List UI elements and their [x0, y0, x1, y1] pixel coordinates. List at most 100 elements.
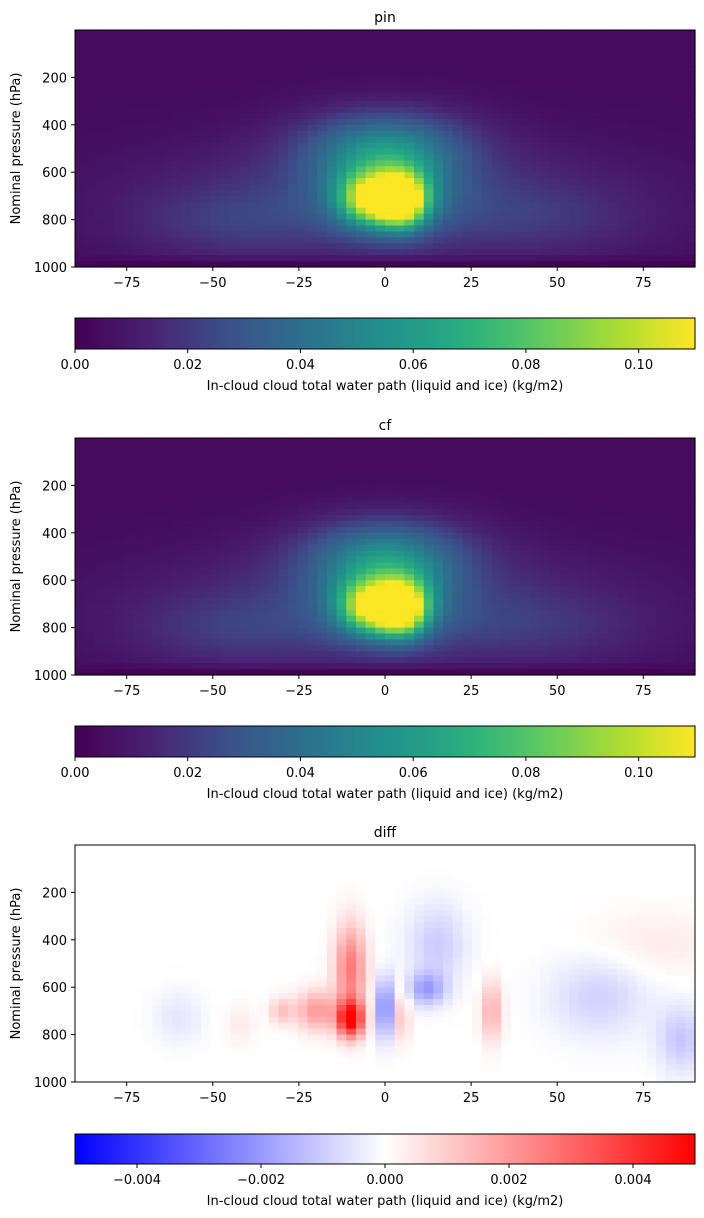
heatmap-cell	[646, 580, 657, 587]
heatmap-cell	[646, 59, 657, 67]
heatmap-cell	[540, 633, 551, 641]
heatmap-cell	[385, 479, 396, 486]
heatmap-cell	[278, 172, 289, 179]
heatmap-cell	[123, 89, 134, 96]
heatmap-cell	[569, 166, 580, 173]
heatmap-cell	[501, 53, 512, 61]
heatmap-cell	[385, 112, 396, 120]
heatmap-cell	[230, 255, 241, 262]
heatmap-cell	[307, 443, 318, 451]
heatmap-cell	[394, 89, 405, 96]
heatmap-cell	[481, 83, 493, 90]
heatmap-cell	[123, 231, 134, 238]
heatmap-cell	[94, 657, 105, 664]
heatmap-cell	[113, 71, 125, 78]
heatmap-cell	[307, 473, 318, 481]
heatmap-cell	[530, 249, 541, 256]
heatmap-cell	[636, 53, 648, 61]
heatmap-cell	[297, 509, 309, 516]
heatmap-cell	[540, 438, 551, 445]
heatmap-cell	[365, 30, 376, 37]
heatmap-cell	[617, 597, 628, 605]
heatmap-cell	[133, 107, 144, 114]
heatmap-cell	[346, 538, 357, 546]
heatmap-cell	[210, 669, 221, 676]
heatmap-cell	[414, 479, 425, 486]
heatmap-cell	[346, 586, 357, 593]
heatmap-cell	[268, 633, 280, 641]
heatmap-cell	[278, 449, 289, 457]
heatmap-cell	[569, 237, 580, 244]
heatmap-cell	[530, 497, 541, 504]
heatmap-cell	[84, 172, 95, 179]
heatmap-cell	[443, 53, 454, 61]
heatmap-cell	[578, 160, 590, 167]
heatmap-cell	[365, 166, 376, 173]
heatmap-cell	[588, 538, 599, 546]
heatmap-cell	[326, 485, 338, 492]
heatmap-cell	[278, 225, 289, 233]
heatmap-cell	[385, 166, 396, 173]
heatmap-cell	[142, 178, 154, 185]
heatmap-cell	[355, 497, 367, 504]
heatmap-cell	[297, 467, 309, 475]
heatmap-cell	[481, 201, 493, 209]
heatmap-cell	[375, 615, 386, 623]
heatmap-cell	[278, 249, 289, 256]
panel-pin: pin−75 −50 −25 0 25 50 752004006008001000Nomin…	[9, 10, 696, 394]
heatmap-cell	[346, 124, 357, 132]
heatmap-cell	[510, 160, 522, 167]
heatmap-cell	[617, 261, 628, 268]
heatmap-cell	[588, 83, 599, 90]
heatmap-cell	[249, 178, 260, 185]
heatmap-cell	[210, 627, 221, 635]
heatmap-cell	[152, 520, 163, 528]
heatmap-cell	[462, 556, 473, 564]
heatmap-cell	[665, 237, 677, 244]
heatmap-cell	[268, 538, 280, 546]
heatmap-cell	[472, 461, 483, 469]
heatmap-cell	[598, 53, 609, 61]
heatmap-cell	[162, 639, 173, 646]
heatmap-cell	[162, 509, 173, 516]
heatmap-cell	[84, 449, 95, 457]
heatmap-cell	[355, 77, 367, 84]
heatmap-cell	[75, 231, 86, 238]
heatmap-cell	[636, 627, 648, 635]
heatmap-cell	[113, 597, 125, 605]
heatmap-cell	[259, 603, 270, 611]
heatmap-cell	[520, 41, 531, 49]
heatmap-cell	[200, 160, 212, 167]
heatmap-cell	[239, 71, 250, 78]
heatmap-cell	[239, 556, 250, 564]
heatmap-cell	[288, 41, 299, 49]
heatmap-cell	[162, 467, 173, 475]
heatmap-cell	[404, 574, 415, 581]
heatmap-cell	[452, 562, 464, 569]
heatmap-cell	[200, 485, 212, 492]
heatmap-cell	[646, 503, 657, 510]
heatmap-cell	[510, 195, 522, 203]
heatmap-cell	[346, 213, 357, 221]
heatmap-cell	[433, 107, 444, 114]
heatmap-cell	[617, 592, 628, 599]
heatmap-cell	[462, 53, 473, 61]
heatmap-cell	[249, 189, 260, 197]
heatmap-cell	[365, 231, 376, 238]
heatmap-cell	[259, 574, 270, 581]
heatmap-cell	[94, 532, 105, 540]
heatmap-cell	[598, 627, 609, 635]
heatmap-cell	[481, 166, 493, 173]
heatmap-cell	[94, 621, 105, 629]
heatmap-cell	[656, 255, 667, 262]
heatmap-cell	[433, 556, 444, 564]
heatmap-cell	[433, 172, 444, 179]
heatmap-cell	[317, 657, 328, 664]
heatmap-cell	[123, 485, 134, 492]
heatmap-cell	[142, 148, 154, 156]
heatmap-cell	[365, 443, 376, 451]
heatmap-cell	[210, 112, 221, 120]
heatmap-cell	[133, 189, 144, 197]
heatmap-cell	[559, 443, 570, 451]
heatmap-cell	[510, 479, 522, 486]
